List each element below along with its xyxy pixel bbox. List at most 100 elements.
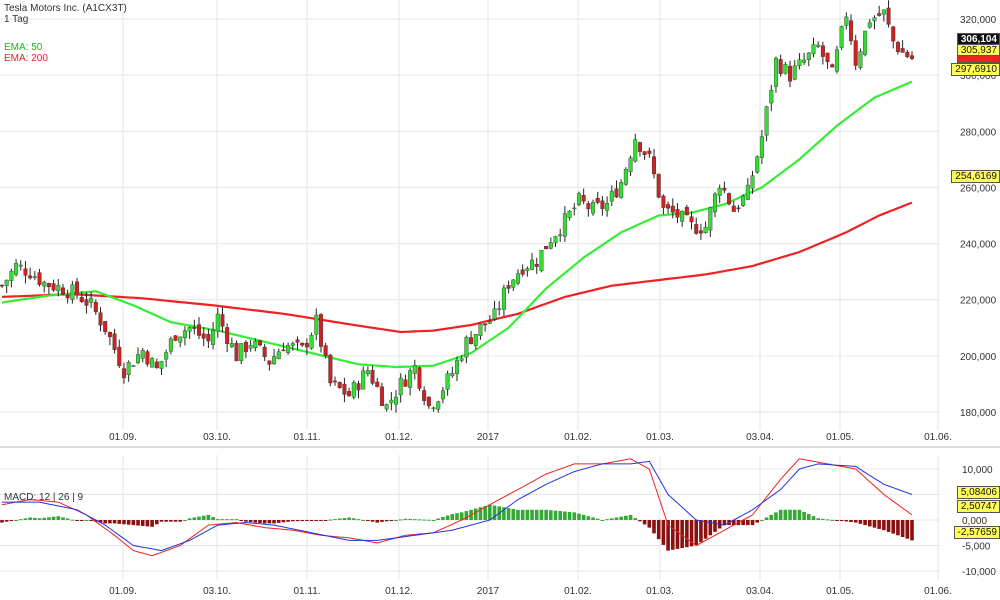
price-y-tick-label: 260,000 <box>960 183 997 194</box>
candle-body <box>220 314 225 327</box>
candle-body <box>262 346 267 358</box>
candle-body <box>192 327 197 329</box>
candle-body <box>614 188 619 198</box>
candle-body <box>347 391 352 397</box>
candle-body <box>853 40 858 66</box>
candle-body <box>755 156 760 173</box>
macd-histogram-bar <box>525 509 530 520</box>
candle-body <box>182 330 187 339</box>
candle-body <box>558 234 563 237</box>
candle-body <box>497 308 502 310</box>
macd-histogram-bar <box>896 520 900 536</box>
macd-histogram-bar <box>220 519 225 521</box>
candle-body <box>46 283 51 287</box>
candle-body <box>98 312 103 326</box>
macd-histogram-bar <box>192 517 197 520</box>
candle-body <box>225 327 230 344</box>
macd-histogram-bar <box>65 518 70 520</box>
chart-title: Tesla Motors Inc. (A1CX3T) <box>4 3 127 14</box>
candle-body <box>849 20 854 42</box>
candle-body <box>727 193 732 205</box>
macd-histogram-bar <box>215 519 220 521</box>
macd-histogram-bar <box>544 509 548 520</box>
candle-body <box>689 216 694 223</box>
candle-body <box>881 9 886 15</box>
candle-body <box>515 273 520 284</box>
macd-histogram-bar <box>164 520 168 522</box>
macd-histogram-bar <box>473 508 478 520</box>
macd-histogram-bar <box>900 520 905 537</box>
candle-body <box>562 213 567 237</box>
candle-body <box>576 193 581 205</box>
macd-histogram-bar <box>483 505 487 520</box>
candle-body <box>759 136 764 158</box>
macd-histogram-bar <box>764 517 769 520</box>
macd-histogram-bar <box>408 518 412 520</box>
macd-histogram-bar <box>28 517 32 520</box>
macd-histogram-bar <box>352 518 356 520</box>
price-y-tick-label: 240,000 <box>960 240 997 251</box>
macd-histogram-bar <box>839 520 844 521</box>
macd-histogram-bar <box>816 518 820 520</box>
macd-histogram-bar <box>891 520 896 534</box>
macd-histogram-bar <box>502 507 506 520</box>
macd-histogram-bar <box>394 520 398 521</box>
candle-body <box>394 396 399 405</box>
macd-histogram-bar <box>380 520 384 522</box>
candle-body <box>103 321 108 332</box>
macd-histogram-bar <box>633 518 638 520</box>
macd-histogram-bar <box>628 514 633 520</box>
macd-histogram-bar <box>131 520 136 526</box>
macd-histogram-bar <box>581 514 586 520</box>
macd-histogram-bar <box>567 511 572 520</box>
candle-body <box>839 26 844 48</box>
macd-histogram-bar <box>534 509 539 520</box>
macd-histogram-bar <box>708 520 713 536</box>
candle-body <box>464 336 469 358</box>
macd-histogram-bar <box>520 509 525 520</box>
macd-histogram-bar <box>169 520 173 522</box>
macd-histogram-bar <box>18 519 23 521</box>
macd-histogram-bar <box>234 519 239 521</box>
candle-body <box>605 203 610 211</box>
macd-histogram-bar <box>694 520 699 546</box>
macd-x-tick-label: 03.10. <box>203 586 231 597</box>
candle-body <box>37 272 42 285</box>
macd-histogram-bar <box>314 520 319 521</box>
candle-body <box>112 333 117 350</box>
candle-body <box>544 245 549 250</box>
candle-body <box>9 270 14 282</box>
candle-body <box>792 65 797 80</box>
macd-x-tick-label: 2017 <box>477 586 500 597</box>
candle-body <box>586 203 591 210</box>
macd-histogram-bar <box>239 520 244 521</box>
macd-histogram-bar <box>140 520 145 526</box>
candle-body <box>553 236 558 243</box>
macd-histogram-bar <box>591 517 595 520</box>
candle-body <box>211 329 216 345</box>
macd-x-tick-label: 01.06. <box>924 586 952 597</box>
candle-body <box>895 42 900 52</box>
macd-histogram-bar <box>201 515 206 520</box>
candle-body <box>816 44 821 47</box>
candle-body <box>764 106 769 136</box>
candle-body <box>445 373 450 390</box>
candle-body <box>168 338 173 352</box>
candle-body <box>891 26 896 42</box>
macd-histogram-bar <box>89 520 93 521</box>
candle-body <box>877 13 882 16</box>
candle-body <box>469 337 474 345</box>
macd-value-badge: 5,08406 <box>956 486 1000 499</box>
macd-histogram-bar <box>882 520 886 531</box>
candle-body <box>426 396 431 407</box>
candle-body <box>567 210 572 218</box>
candle-body <box>243 341 248 353</box>
macd-histogram-bar <box>478 507 483 520</box>
candle-body <box>422 390 427 401</box>
candles <box>0 0 915 413</box>
macd-histogram-bar <box>905 520 910 539</box>
macd-histogram-bar <box>595 518 600 520</box>
candle-body <box>773 57 778 87</box>
candle-body <box>900 48 905 53</box>
macd-y-tick-label: 0,000 <box>962 516 987 527</box>
